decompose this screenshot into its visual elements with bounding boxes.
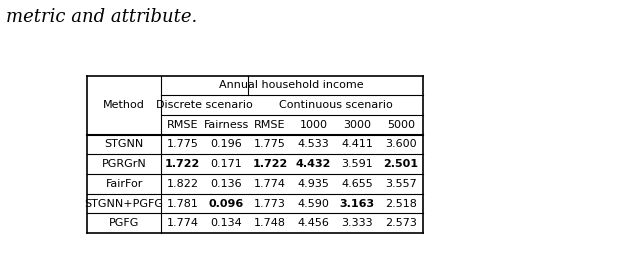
Text: metric and attribute.: metric and attribute. xyxy=(6,8,198,26)
Text: Annual household income: Annual household income xyxy=(220,80,364,90)
Text: 1.775: 1.775 xyxy=(167,139,198,150)
Text: 2.573: 2.573 xyxy=(385,218,417,228)
Text: 0.136: 0.136 xyxy=(211,179,242,189)
Text: 1.773: 1.773 xyxy=(254,199,286,209)
Text: 4.590: 4.590 xyxy=(298,199,330,209)
Text: 4.456: 4.456 xyxy=(298,218,330,228)
Text: RMSE: RMSE xyxy=(254,120,285,130)
Text: Method: Method xyxy=(103,100,145,110)
Text: STGNN+PGFG: STGNN+PGFG xyxy=(84,199,164,209)
Text: 5000: 5000 xyxy=(387,120,415,130)
Text: 3000: 3000 xyxy=(343,120,371,130)
Text: 4.411: 4.411 xyxy=(341,139,373,150)
Text: RMSE: RMSE xyxy=(167,120,198,130)
Text: 3.333: 3.333 xyxy=(342,218,373,228)
Text: 3.557: 3.557 xyxy=(385,179,417,189)
Text: 1000: 1000 xyxy=(300,120,328,130)
Text: 1.748: 1.748 xyxy=(254,218,286,228)
Text: 0.134: 0.134 xyxy=(211,218,242,228)
Text: 1.774: 1.774 xyxy=(254,179,286,189)
Text: 3.591: 3.591 xyxy=(341,159,373,169)
Text: Continuous scenario: Continuous scenario xyxy=(278,100,392,110)
Text: 0.096: 0.096 xyxy=(209,199,244,209)
Text: 1.822: 1.822 xyxy=(166,179,198,189)
Text: 1.774: 1.774 xyxy=(166,218,198,228)
Text: 3.163: 3.163 xyxy=(340,199,375,209)
Text: 0.171: 0.171 xyxy=(211,159,242,169)
Text: FairFor: FairFor xyxy=(106,179,143,189)
Text: 4.655: 4.655 xyxy=(341,179,373,189)
Text: 1.781: 1.781 xyxy=(167,199,198,209)
Text: PGFG: PGFG xyxy=(109,218,140,228)
Text: 4.533: 4.533 xyxy=(298,139,330,150)
Text: STGNN: STGNN xyxy=(104,139,144,150)
Text: Fairness: Fairness xyxy=(204,120,249,130)
Text: 2.501: 2.501 xyxy=(383,159,419,169)
Text: 1.775: 1.775 xyxy=(254,139,286,150)
Text: 2.518: 2.518 xyxy=(385,199,417,209)
Text: 4.432: 4.432 xyxy=(296,159,332,169)
Text: Discrete scenario: Discrete scenario xyxy=(156,100,253,110)
Text: 1.722: 1.722 xyxy=(252,159,287,169)
Text: 0.196: 0.196 xyxy=(211,139,242,150)
Text: 1.722: 1.722 xyxy=(165,159,200,169)
Text: 3.600: 3.600 xyxy=(385,139,417,150)
Text: PGRGrN: PGRGrN xyxy=(102,159,147,169)
Text: 4.935: 4.935 xyxy=(298,179,330,189)
